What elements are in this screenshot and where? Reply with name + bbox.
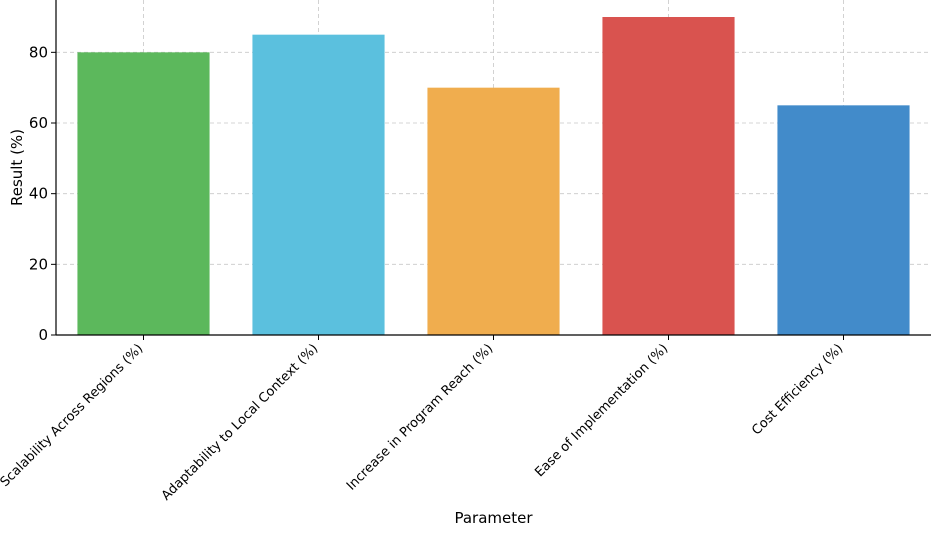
bar (77, 52, 210, 335)
x-axis-label: Parameter (454, 509, 533, 527)
x-tick-label: Cost Efficiency (%) (749, 341, 846, 438)
x-tick-label: Scalability Across Regions (%) (0, 341, 146, 490)
x-tick-label: Increase in Program Reach (%) (344, 341, 496, 493)
bar (777, 105, 910, 335)
bars-layer (77, 17, 910, 336)
bar (602, 17, 735, 335)
y-tick-label: 20 (29, 255, 48, 273)
y-ticks: 0 20 40 60 80 (29, 43, 56, 344)
y-tick-label: 80 (29, 43, 48, 61)
x-tick-label: Ease of Implementation (%) (532, 341, 671, 480)
bar (427, 87, 560, 336)
x-tick-label: Adaptability to Local Context (%) (159, 341, 321, 503)
x-ticks: Scalability Across Regions (%) Adaptabili… (0, 335, 846, 504)
y-tick-label: 0 (38, 326, 48, 344)
y-axis-label: Result (%) (8, 129, 26, 206)
y-tick-label: 40 (29, 185, 48, 203)
y-tick-label: 60 (29, 114, 48, 132)
bar (252, 34, 385, 336)
